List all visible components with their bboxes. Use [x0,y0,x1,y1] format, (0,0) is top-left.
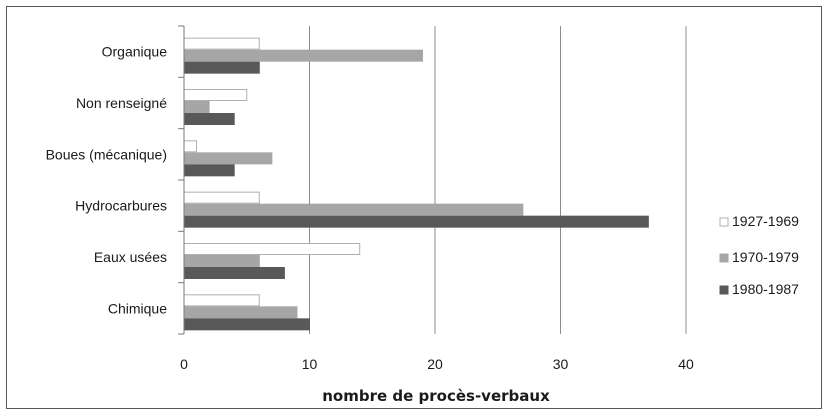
x-axis-title: nombre de procès-verbaux [322,387,550,405]
bar-2-4 [183,203,524,216]
legend: 1927-1969 1970-1979 1980-1987 [719,213,799,297]
bar-3-5 [183,267,285,279]
bar-1-1 [183,37,260,50]
legend-swatch [719,217,729,227]
category-label: Organique [102,44,168,60]
bar-3-4 [183,215,649,228]
bar-2-3 [183,152,273,165]
legend-label: 1927-1969 [732,213,799,229]
grid-lines [309,26,687,334]
legend-label: 1980-1987 [732,281,799,297]
x-tick-label: 0 [180,356,188,372]
x-tick-label: 30 [553,356,569,372]
category-label: Chimique [108,300,167,316]
bar-3-3 [183,164,235,177]
bar-1-2 [183,89,248,101]
bars [183,37,649,331]
x-tick-label: 20 [427,356,443,372]
category-label: Hydrocarbures [75,198,167,214]
x-tick-label: 10 [302,356,318,372]
bar-1-3 [183,140,198,153]
bar-1-6 [183,294,260,307]
legend-swatch [719,253,729,263]
x-tick-labels: 0 10 20 30 40 [180,356,694,372]
bar-3-2 [183,113,235,125]
x-tick-label: 40 [678,356,694,372]
axes [178,25,185,335]
bar-1-5 [183,243,361,255]
bar-2-2 [183,101,210,113]
bar-2-6 [183,306,298,319]
category-label: Eaux usées [94,249,167,265]
bar-3-1 [183,61,260,74]
category-labels: Organique Non renseigné Boues (mécanique) H… [46,44,168,317]
category-label: Non renseigné [76,95,167,111]
bar-3-6 [183,318,310,331]
legend-label: 1970-1979 [732,249,799,265]
bar-2-5 [183,255,260,267]
bar-1-4 [183,191,260,204]
bar-2-1 [183,49,423,62]
legend-swatch [719,285,729,295]
category-label: Boues (mécanique) [46,146,167,162]
